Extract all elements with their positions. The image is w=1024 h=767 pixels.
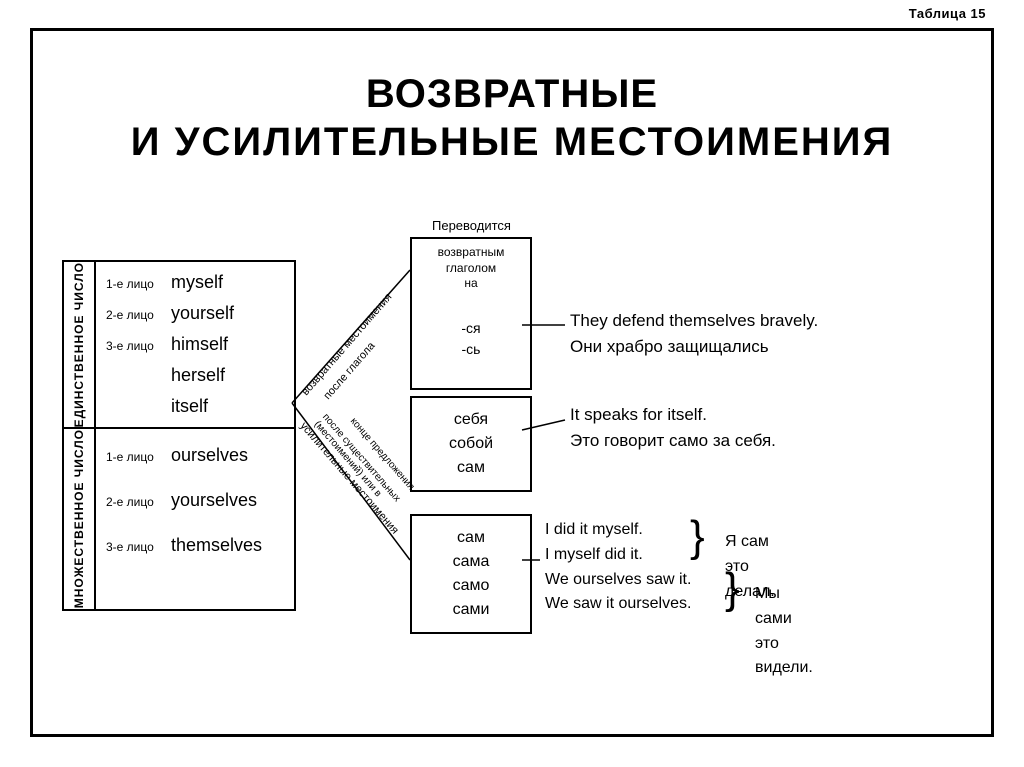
- person-label: 2-е лицо: [106, 308, 171, 322]
- box3-l4: сами: [416, 598, 526, 622]
- pronoun-word: himself: [171, 334, 228, 355]
- box2-l3: сам: [416, 456, 526, 480]
- table-row: itself: [106, 396, 286, 417]
- table-row: 2-е лицо yourself: [106, 303, 286, 324]
- example-3-en2: I myself did it.: [545, 543, 691, 568]
- example-3: I did it myself. I myself did it. We our…: [545, 518, 691, 617]
- translation-box-sam: сам сама само сами: [410, 514, 532, 634]
- brace-icon: }: [725, 567, 740, 611]
- translation-box-self: себя собой сам: [410, 396, 532, 492]
- box1-suffix-1: -ся: [416, 318, 526, 339]
- plural-label: МНОЖЕСТВЕННОЕ ЧИСЛО: [64, 429, 96, 608]
- person-label: 3-е лицо: [106, 339, 171, 353]
- box1-hdr3: на: [464, 276, 477, 290]
- box1-hdr1: возвратным: [438, 245, 505, 259]
- example-1-en: They defend themselves bravely.: [570, 308, 818, 334]
- translation-box-verb: возвратным глаголом на -ся -сь: [410, 237, 532, 390]
- box1-suffix-2: -сь: [416, 339, 526, 360]
- pronoun-word: itself: [171, 396, 208, 417]
- singular-section: ЕДИНСТВЕННОЕ ЧИСЛО 1-е лицо myself 2-е л…: [64, 262, 294, 429]
- pronoun-word: myself: [171, 272, 223, 293]
- pronoun-word: ourselves: [171, 445, 248, 466]
- example-3-en3: We ourselves saw it.: [545, 568, 691, 593]
- table-number-label: Таблица 15: [909, 6, 986, 21]
- example-2: It speaks for itself. Это говорит само з…: [570, 402, 776, 455]
- title-line-2: И УСИЛИТЕЛЬНЫЕ МЕСТОИМЕНИЯ: [0, 118, 1024, 166]
- person-label: 1-е лицо: [106, 277, 171, 291]
- pronouns-table: ЕДИНСТВЕННОЕ ЧИСЛО 1-е лицо myself 2-е л…: [62, 260, 296, 611]
- example-3-en4: We saw it ourselves.: [545, 592, 691, 617]
- table-row: 1-е лицо myself: [106, 272, 286, 293]
- pronoun-word: yourself: [171, 303, 234, 324]
- box1-hdr2: глаголом: [446, 261, 496, 275]
- box2-l2: собой: [416, 432, 526, 456]
- translates-label: Переводится: [432, 218, 511, 233]
- singular-label: ЕДИНСТВЕННОЕ ЧИСЛО: [64, 262, 96, 427]
- example-1-ru: Они храбро защищались: [570, 334, 818, 360]
- title-line-1: ВОЗВРАТНЫЕ: [366, 72, 658, 116]
- person-label: 2-е лицо: [106, 495, 171, 509]
- example-2-en: It speaks for itself.: [570, 402, 776, 428]
- table-row: 3-е лицо themselves: [106, 535, 286, 556]
- box2-l1: себя: [416, 408, 526, 432]
- table-row: herself: [106, 365, 286, 386]
- example-1: They defend themselves bravely. Они храб…: [570, 308, 818, 361]
- pronoun-word: yourselves: [171, 490, 257, 511]
- table-row: 3-е лицо himself: [106, 334, 286, 355]
- box3-l2: сама: [416, 550, 526, 574]
- example-3-ru2: Мы сами это видели.: [755, 582, 813, 681]
- pronoun-word: themselves: [171, 535, 262, 556]
- page-title: ВОЗВРАТНЫЕ И УСИЛИТЕЛЬНЫЕ МЕСТОИМЕНИЯ: [0, 70, 1024, 166]
- table-row: 2-е лицо yourselves: [106, 490, 286, 511]
- box3-l1: сам: [416, 526, 526, 550]
- pronoun-word: herself: [171, 365, 225, 386]
- plural-section: МНОЖЕСТВЕННОЕ ЧИСЛО 1-е лицо ourselves 2…: [64, 429, 294, 608]
- brace-icon: }: [690, 515, 705, 559]
- box3-l3: само: [416, 574, 526, 598]
- person-label: 1-е лицо: [106, 450, 171, 464]
- table-row: 1-е лицо ourselves: [106, 445, 286, 466]
- person-label: 3-е лицо: [106, 540, 171, 554]
- example-3-en1: I did it myself.: [545, 518, 691, 543]
- example-2-ru: Это говорит само за себя.: [570, 428, 776, 454]
